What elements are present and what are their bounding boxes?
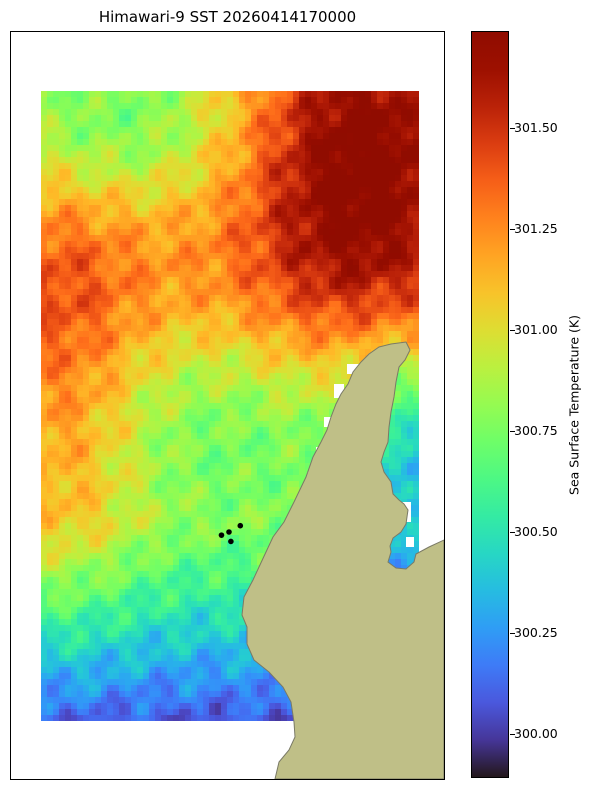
sst-map[interactable] (11, 32, 444, 779)
station-marker[interactable] (226, 529, 232, 535)
land-mass (241, 341, 444, 779)
colorbar-tick (510, 531, 515, 533)
station-marker[interactable] (237, 522, 244, 529)
no-data-gap (334, 384, 344, 398)
colorbar-tick-label: 300.25 (514, 624, 558, 640)
colorbar-tick-label: 301.25 (514, 220, 558, 236)
colorbar-tick (510, 733, 515, 735)
station-marker[interactable] (218, 532, 225, 538)
station-marker[interactable] (228, 538, 234, 545)
map-title: Himawari-9 SST 20260414170000 (98, 8, 357, 26)
no-data-gap (406, 537, 414, 547)
colorbar-tick (510, 127, 515, 129)
station-markers (218, 522, 244, 545)
colorbar-label: Sea Surface Temperature (K) (566, 315, 582, 495)
colorbar-tick-label: 300.50 (514, 523, 558, 539)
colorbar-tick (510, 329, 515, 331)
colorbar-tick (510, 632, 515, 634)
colorbar-tick (510, 430, 515, 432)
no-data-gap (347, 364, 359, 374)
map-frame (10, 31, 445, 780)
colorbar-tick-label: 300.00 (514, 725, 558, 741)
colorbar-tick-label: 301.50 (514, 119, 558, 135)
no-data-gap (324, 417, 332, 427)
colorbar-tick (510, 228, 515, 230)
colorbar-tick-label: 301.00 (514, 321, 558, 337)
colorbar-tick-label: 300.75 (514, 422, 558, 438)
colorbar (471, 31, 509, 778)
